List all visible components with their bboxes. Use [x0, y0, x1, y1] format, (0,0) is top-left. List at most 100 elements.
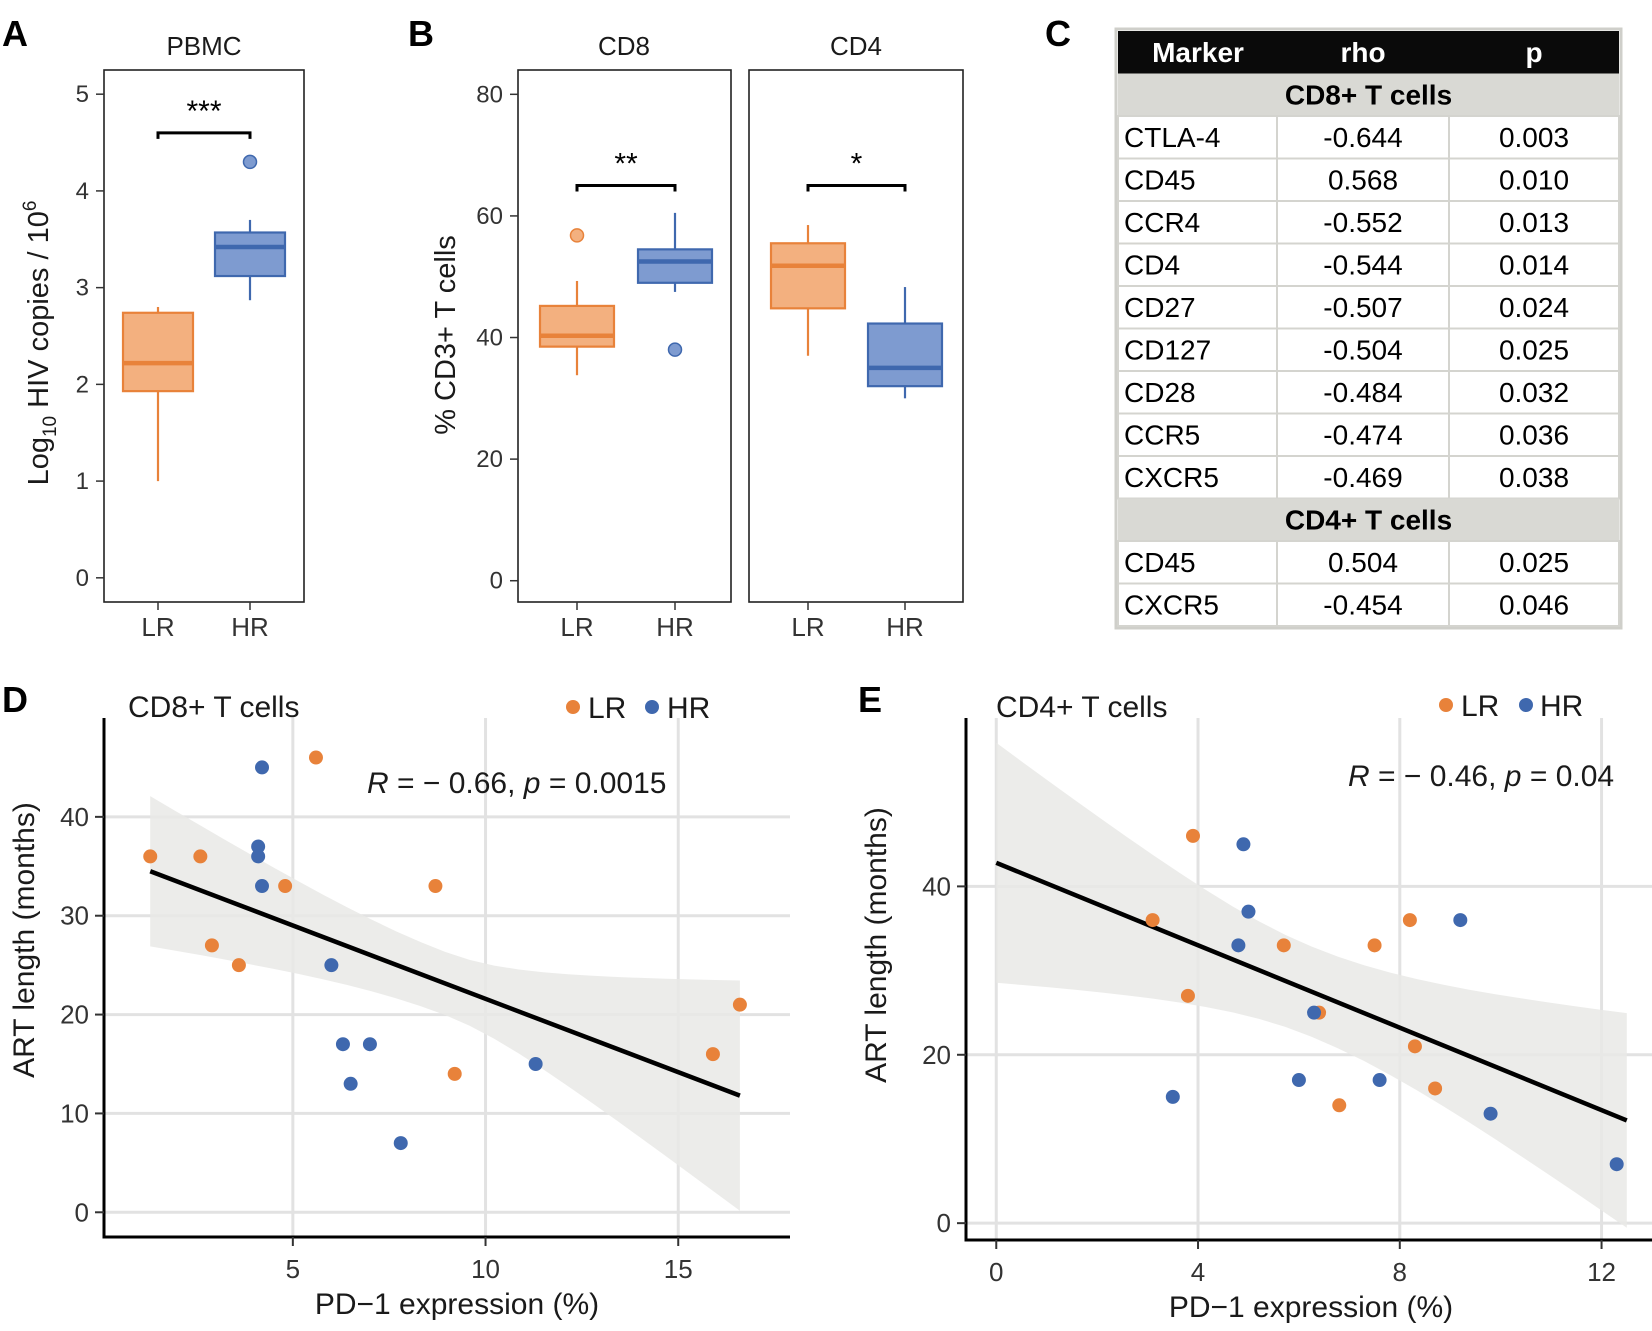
table-header-row	[1118, 31, 1619, 74]
point-lr	[1402, 913, 1417, 928]
panel-d-legend-hr-dot	[645, 700, 659, 714]
point-hr	[255, 879, 270, 894]
table-cell-p: 0.024	[1499, 292, 1569, 323]
point-lr	[1185, 828, 1200, 843]
panel-a-y-ticks: 0 1 2 3 4 5	[76, 81, 104, 592]
table-cell-p: 0.025	[1499, 335, 1569, 366]
point-lr	[1332, 1098, 1347, 1113]
panel-d-letter: D	[2, 679, 28, 720]
y-tick-label: 0	[76, 565, 89, 592]
table-row	[1117, 370, 1620, 415]
table-cell-rho: -0.544	[1323, 250, 1402, 281]
table-cell-p: 0.038	[1499, 462, 1569, 493]
table-cell-p: 0.036	[1499, 420, 1569, 451]
y-tick-label: 80	[476, 81, 503, 108]
panel-a-significance: ***	[156, 95, 252, 139]
table-cell-p: 0.046	[1499, 590, 1569, 621]
table-cell-rho: -0.474	[1323, 420, 1402, 451]
table-cell-p: 0.010	[1499, 165, 1569, 196]
x-tick-label: HR	[656, 612, 694, 642]
point-hr	[1372, 1073, 1387, 1088]
panel-d-legend: LR HR	[566, 692, 710, 725]
table-row	[1117, 540, 1620, 585]
y-tick-label: 40	[476, 325, 503, 352]
table-row	[1117, 327, 1620, 372]
table-row	[1117, 455, 1620, 500]
point-hr	[1609, 1157, 1624, 1172]
panel-e-legend-hr-dot	[1519, 698, 1533, 712]
y-tick-label: 4	[76, 178, 89, 205]
y-tick-label: 20	[476, 446, 503, 473]
point-lr	[231, 958, 246, 973]
point-hr	[1453, 913, 1468, 928]
panel-b-strip-title-cd8: CD8	[598, 31, 650, 61]
y-tick-label: 5	[76, 81, 89, 108]
point-hr	[1241, 904, 1256, 919]
panel-b-significance: ** *	[575, 148, 907, 192]
point-hr	[362, 1037, 377, 1052]
confidence-band	[996, 742, 1627, 1228]
y-tick-label: 20	[60, 1000, 89, 1030]
table-section-row	[1118, 73, 1619, 116]
table-cell-rho: -0.504	[1323, 335, 1402, 366]
box-lr-iqr	[769, 242, 847, 310]
box-hr-iqr	[636, 248, 714, 284]
panel-a-boxes	[121, 154, 287, 482]
panel-a-y-axis-label: Log10 HIV copies / 106	[20, 201, 61, 486]
point-hr	[1165, 1089, 1180, 1104]
x-tick-label: 0	[989, 1257, 1003, 1287]
table-cell-rho: -0.644	[1323, 122, 1402, 153]
panel-e-letter: E	[858, 679, 882, 720]
regression-line	[995, 860, 1628, 1123]
panel-b-letter: B	[408, 13, 434, 54]
panel-d-y-axis-label: ART length (months)	[8, 802, 41, 1078]
box-hr-iqr	[866, 322, 944, 388]
panel-a-x-ticks: LR HR	[141, 602, 269, 642]
x-tick-label: 5	[286, 1254, 300, 1284]
panel-d-legend-lr-dot	[566, 700, 580, 714]
panel-d-legend-lr: LR	[588, 692, 626, 725]
table-column-header: rho	[1340, 37, 1385, 68]
point-lr	[1367, 938, 1382, 953]
table-row	[1117, 582, 1620, 627]
panel-e-x-axis-label: PD−1 expression (%)	[1169, 1291, 1453, 1324]
table-cell-rho: -0.484	[1323, 377, 1402, 408]
point-lr	[204, 938, 219, 953]
table-cell-rho: -0.469	[1323, 462, 1402, 493]
x-tick-label: 12	[1587, 1257, 1616, 1287]
panel-e-y-axis-label: ART length (months)	[860, 807, 893, 1083]
panel-e-correlation-stat: R = − 0.46, p = 0.04	[1348, 760, 1614, 793]
y-tick-label: 10	[60, 1098, 89, 1128]
table-cell-marker: CD127	[1124, 335, 1211, 366]
x-tick-label: 4	[1191, 1257, 1205, 1287]
significance-stars: ***	[186, 95, 221, 128]
panel-e: E 0 4 8 12 0 20 40 CD4+ T cells LR HR R = − 0.…	[858, 679, 1652, 1324]
table-row	[1117, 285, 1620, 330]
table-row	[1117, 115, 1620, 160]
significance-bracket	[575, 184, 677, 192]
table-cell-marker: CXCR5	[1124, 462, 1219, 493]
x-tick-label: LR	[141, 612, 174, 642]
confidence-band	[150, 796, 740, 1211]
table-row	[1117, 200, 1620, 245]
significance-stars: *	[851, 148, 863, 181]
point-lr	[308, 750, 323, 765]
x-tick-label: LR	[560, 612, 593, 642]
point-lr	[143, 849, 158, 864]
y-tick-label: 40	[60, 802, 89, 832]
table-cell-p: 0.013	[1499, 207, 1569, 238]
point-lr	[193, 849, 208, 864]
table-cell-rho: 0.568	[1328, 165, 1398, 196]
box-hr-outlier	[667, 342, 683, 357]
point-hr	[324, 958, 339, 973]
table-cell-marker: CD45	[1124, 165, 1196, 196]
panel-a-strip-title: PBMC	[166, 31, 241, 61]
y-tick-label: 20	[922, 1040, 951, 1070]
x-tick-label: HR	[231, 612, 269, 642]
table-section-title: CD8+ T cells	[1285, 80, 1452, 111]
point-hr	[255, 760, 270, 775]
table-cell-rho: -0.454	[1323, 590, 1402, 621]
table-cell-p: 0.032	[1499, 377, 1569, 408]
table-cell-marker: CCR4	[1124, 207, 1200, 238]
